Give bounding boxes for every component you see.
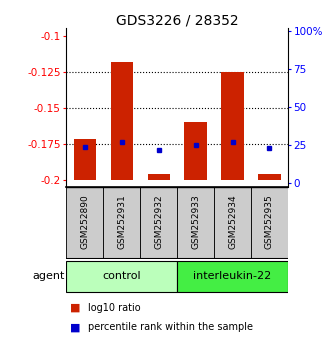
Bar: [251, 187, 288, 259]
Text: ■: ■: [70, 303, 80, 313]
Text: log10 ratio: log10 ratio: [88, 303, 140, 313]
Bar: [177, 261, 288, 292]
Text: GSM252933: GSM252933: [191, 194, 200, 249]
Bar: [73, 139, 96, 180]
Text: interleukin-22: interleukin-22: [193, 271, 272, 281]
Bar: [214, 187, 251, 259]
Text: percentile rank within the sample: percentile rank within the sample: [88, 322, 253, 332]
Text: GSM252934: GSM252934: [228, 194, 237, 249]
Bar: [184, 122, 207, 180]
Text: GSM252931: GSM252931: [117, 194, 126, 249]
Text: ■: ■: [70, 322, 80, 332]
Text: GSM252890: GSM252890: [80, 194, 89, 249]
Text: GSM252932: GSM252932: [154, 194, 163, 249]
Bar: [66, 261, 177, 292]
Bar: [148, 174, 170, 180]
Text: agent: agent: [32, 271, 64, 281]
Bar: [111, 62, 133, 180]
Text: control: control: [102, 271, 141, 281]
Bar: [221, 72, 244, 180]
Title: GDS3226 / 28352: GDS3226 / 28352: [116, 13, 238, 27]
Bar: [259, 174, 281, 180]
Bar: [140, 187, 177, 259]
Bar: [66, 187, 103, 259]
Bar: [177, 187, 214, 259]
Text: GSM252935: GSM252935: [265, 194, 274, 249]
Bar: [103, 187, 140, 259]
